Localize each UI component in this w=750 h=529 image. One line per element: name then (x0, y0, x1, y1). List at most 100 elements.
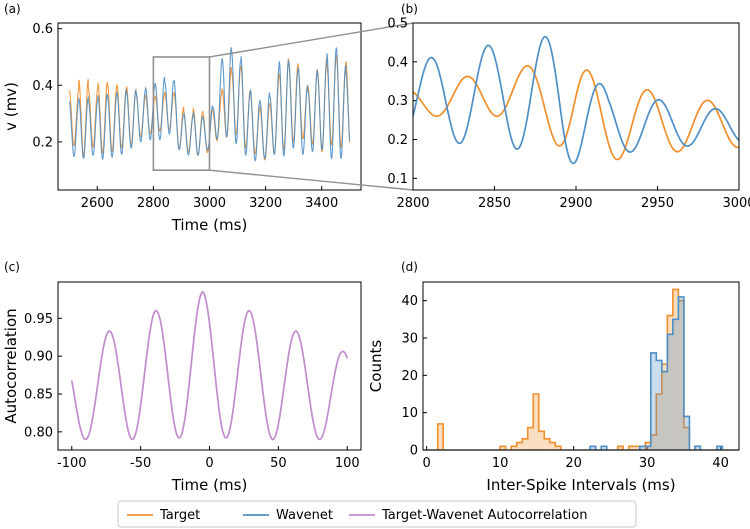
panel-d-xtick-label: 10 (492, 456, 509, 471)
panel-b-xtick-label: 3000 (722, 196, 750, 211)
panel-d-bar-wavenet (601, 446, 607, 450)
panel-d-bar-target (533, 394, 539, 450)
panel-d-bar-wavenet (716, 446, 723, 450)
panel-d-bar-target (656, 394, 662, 450)
panel-a-label: (a) (4, 2, 21, 16)
panel-d-bar-target (678, 300, 684, 450)
panel-d-xtick-label: 0 (423, 456, 431, 471)
panel-d-bar-wavenet (683, 416, 690, 450)
panel-d-bar-target (437, 423, 444, 450)
panel-d-series-wavenet (423, 296, 739, 451)
panel-d-bar-target (617, 446, 624, 450)
panel-d-frame (422, 281, 740, 451)
panel-d-xtick-label: 20 (565, 456, 582, 471)
legend-frame (117, 500, 637, 528)
panel-d-bar-target (634, 446, 640, 450)
panel-d-bar-target (511, 446, 517, 450)
panel-d-bar-target (527, 427, 534, 450)
panel-a-xtick-label: 2800 (137, 196, 170, 211)
panel-a-xtick-label: 2600 (81, 196, 114, 211)
zoom-connector-top (209, 22, 414, 58)
legend-label-2: Wavenet (276, 508, 333, 523)
panel-a-zoom-box (152, 56, 211, 171)
panel-a-axes: 2600 2800 3000 3200 3400 0.2 0.4 0.6 Time (ms) v … (2, 22, 338, 234)
panel-c-xtick-label: 0 (205, 456, 213, 471)
panel-d-bar-wavenet (672, 319, 679, 450)
panel-b-xtick-label: 2850 (478, 196, 511, 211)
panel-a-xtick-label: 3000 (193, 196, 226, 211)
panel-d-bar-wavenet (650, 352, 657, 450)
panel-d-bar-target (538, 431, 545, 450)
panel-c-label: (c) (4, 260, 20, 274)
panel-d-bar-wavenet (678, 296, 684, 450)
panel-d-bar-target (516, 442, 523, 450)
panel-d-bar-target (500, 446, 506, 450)
panel-c-xtick-label: -50 (130, 456, 151, 471)
panel-d-series-target (423, 288, 739, 451)
panel-d-axes: 0 10 20 30 40 0 10 20 30 40 Inter-Spike Intervals … (367, 294, 729, 494)
panel-d-bar-wavenet (639, 446, 646, 450)
panel-c-xtick-label: 100 (335, 456, 360, 471)
panel-c-xtick-label: -100 (57, 456, 87, 471)
panel-d-bar-wavenet (694, 446, 701, 450)
panel-d-ytick-label: 10 (401, 406, 418, 421)
panel-a-xtick-label: 3400 (305, 196, 338, 211)
panel-b-frame (412, 22, 740, 191)
panel-b-ytick-label: 0.4 (387, 55, 408, 70)
panel-c-series-autocorrelation (70, 290, 349, 441)
panel-a-ytick-label: 0.2 (32, 135, 53, 150)
panel-d-bar-target (549, 442, 556, 450)
panel-d-bar-wavenet (645, 446, 651, 450)
panel-d-bar-target (544, 438, 550, 450)
panel-d-xtick-label: 30 (639, 456, 656, 471)
panel-d-bar-target (555, 446, 561, 450)
panel-b-ytick-label: 0.5 (387, 17, 408, 32)
panel-a-xlabel: Time (ms) (171, 216, 248, 234)
panel-d-bar-wavenet (661, 371, 668, 450)
panel-b-xtick-label: 2900 (559, 196, 592, 211)
panel-d-bar-target (672, 289, 679, 450)
panel-d-ytick-label: 0 (410, 444, 418, 459)
legend: Target Wavenet Target-Wavenet Autocorrelat… (117, 500, 637, 528)
panel-d-bar-target (661, 364, 668, 450)
panel-c-frame (57, 281, 362, 451)
panel-a-frame (57, 22, 362, 191)
panel-c-xtick-label: 50 (270, 456, 287, 471)
panel-b-ytick-label: 0.3 (387, 94, 408, 109)
panel-b-label: (b) (401, 2, 418, 16)
panel-c-axes: -100 -50 0 50 100 0.80 0.85 0.90 0.95 Time (ms) Au… (2, 308, 360, 494)
panel-b-xtick-label: 2800 (396, 196, 429, 211)
panel-c-ytick-label: 0.80 (24, 425, 53, 440)
panel-d-xtick-label: 40 (712, 456, 729, 471)
panel-d-ylabel: Counts (367, 340, 385, 393)
panel-c-ytick-label: 0.95 (24, 312, 53, 327)
panel-b-axes: 2800 2850 2900 2950 3000 0.1 0.2 0.3 0.4 0.5 (387, 17, 750, 212)
legend-label-1: Target (159, 508, 200, 523)
panel-b-ytick-label: 0.2 (387, 133, 408, 148)
panel-c-ytick-label: 0.85 (24, 388, 53, 403)
panel-a-xtick-label: 3200 (249, 196, 282, 211)
panel-c-ytick-label: 0.90 (24, 350, 53, 365)
panel-d-outline-wavenet (589, 296, 724, 450)
panel-c-ylabel: Autocorrelation (2, 308, 20, 423)
panel-a-ytick-label: 0.4 (32, 79, 53, 94)
panel-d-bar-target (522, 438, 528, 450)
panel-d-bar-target (683, 427, 690, 450)
panel-c-xlabel: Time (ms) (171, 476, 248, 494)
panel-d-bar-wavenet (656, 360, 662, 450)
panel-d-bar-target (650, 435, 657, 450)
panel-b-series-wavenet (413, 35, 739, 165)
panel-d-bar-target (667, 315, 673, 450)
panel-d-bar-wavenet (590, 446, 596, 450)
panel-d-ytick-label: 30 (401, 332, 418, 347)
panel-a-ylabel: v (mv) (2, 82, 20, 131)
panel-d-ytick-label: 40 (401, 294, 418, 309)
panel-d-xlabel: Inter-Spike Intervals (ms) (486, 476, 675, 494)
zoom-connector-bottom (209, 169, 414, 191)
panel-a-ytick-label: 0.6 (32, 22, 53, 37)
panel-b-xtick-label: 2950 (641, 196, 674, 211)
panel-d-bar-wavenet (667, 334, 673, 450)
panel-d-outline-target (436, 288, 691, 450)
legend-label-3: Target-Wavenet Autocorrelation (381, 508, 587, 523)
